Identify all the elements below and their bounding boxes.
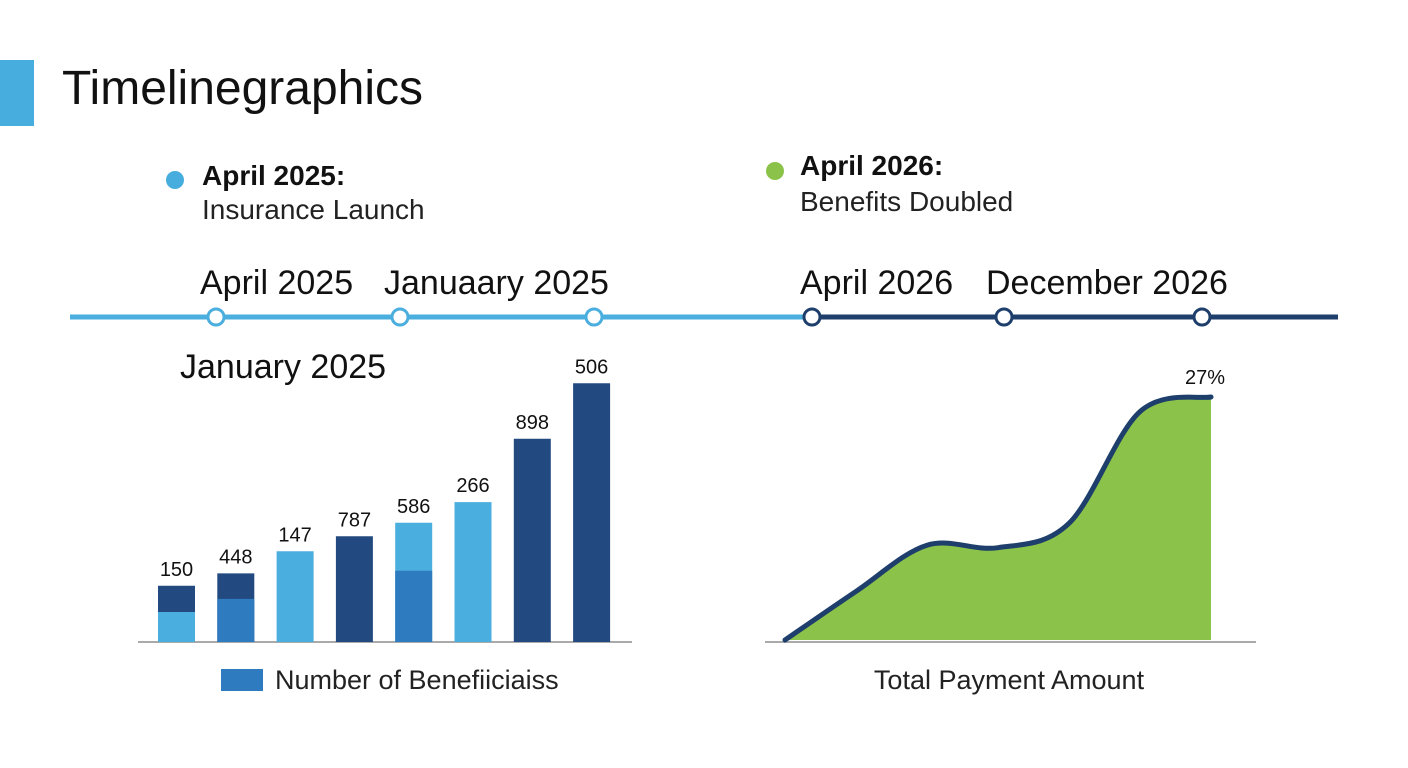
bar [335,536,373,642]
accent-bar [0,60,34,126]
milestone-dot-icon [166,171,184,189]
bar-lower-segment [395,570,433,642]
bar [513,438,551,642]
timeline-label-april-2026: April 2026 [800,264,953,302]
beneficiaries-bar-chart: 150 448 147 787 586 266 898 506 Number of Benef… [138,356,632,695]
timeline: April 2025 Januaary 2025 April 2026 Dece… [70,264,1338,386]
milestone-date: April 2025: [202,160,346,191]
bar-legend-swatch [221,669,263,691]
page-title: Timelinegraphics [62,62,424,115]
bar-data-label: 787 [338,509,371,531]
bar [276,551,314,642]
area-line [782,394,1214,643]
bar-data-label: 448 [219,546,252,568]
milestone-description: Insurance Launch [202,194,425,225]
bar-data-label: 147 [278,524,311,546]
bar-lower-segment [217,598,255,642]
timeline-node [802,307,822,327]
timeline-node [584,307,604,327]
timeline-node [994,307,1014,327]
milestone-description: Benefits Doubled [800,186,1014,217]
timeline-label-januaary-2025: Januaary 2025 [384,264,609,302]
bar-data-label: 506 [575,356,608,378]
timeline-node [206,307,226,327]
area-legend-label: Total Payment Amount [874,665,1145,695]
area-end-label: 27% [1185,367,1225,389]
bar-data-label: 898 [516,412,549,434]
timeline-node [390,307,410,327]
timeline-node [1192,307,1212,327]
bar-data-label: 586 [397,496,430,518]
payment-area-chart: 27% Total Payment Amount [765,367,1256,695]
milestone-dot-icon [766,162,784,180]
timeline-sub-label: January 2025 [180,348,386,386]
milestone-date: April 2026: [800,150,944,181]
bar-data-label: 150 [160,559,193,581]
timeline-label-april-2025: April 2025 [200,264,353,302]
bar [454,502,492,642]
timeline-label-december-2026: December 2026 [986,264,1228,302]
bar [573,383,611,642]
bar-lower-segment [158,612,195,642]
area-fill [785,397,1211,640]
bar-legend-label: Number of Benefiiciaiss [275,665,559,695]
bar-data-label: 266 [456,475,489,497]
